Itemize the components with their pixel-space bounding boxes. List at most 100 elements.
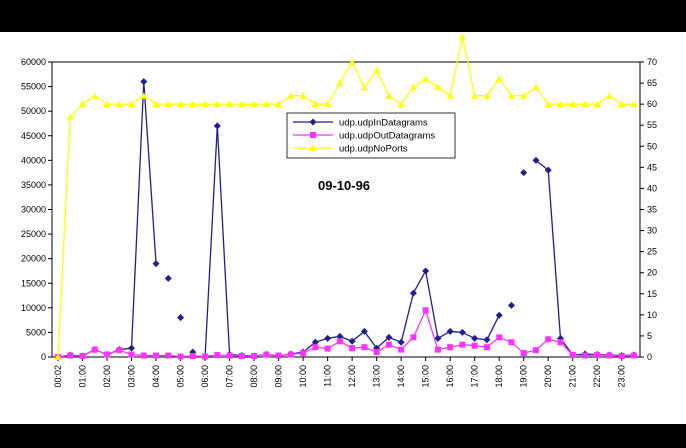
data-point — [141, 353, 147, 359]
legend-swatch-marker — [310, 132, 316, 138]
y-right-tick-label: 55 — [647, 120, 657, 130]
data-point — [337, 338, 343, 344]
legend-entry: udp.udpOutDatagrams — [339, 131, 435, 142]
data-point — [104, 352, 110, 358]
data-point — [349, 345, 355, 351]
data-point — [202, 354, 208, 360]
x-tick-label: 23:00 — [617, 365, 627, 388]
x-tick-label: 17:00 — [470, 365, 480, 388]
data-point — [631, 353, 637, 359]
data-point — [80, 353, 86, 359]
data-point — [410, 334, 416, 340]
y-right-tick-label: 25 — [647, 247, 657, 257]
x-tick-label: 08:00 — [249, 365, 259, 388]
y-right-tick-label: 65 — [647, 78, 657, 88]
x-tick-label: 03:00 — [127, 365, 137, 388]
x-tick-label: 21:00 — [568, 365, 578, 388]
data-point — [374, 349, 380, 355]
y-right-tick-label: 60 — [647, 99, 657, 109]
x-tick-label: 11:00 — [323, 365, 333, 387]
data-point — [153, 353, 159, 359]
data-point — [606, 353, 612, 359]
data-point — [239, 353, 245, 359]
plot-area — [52, 62, 640, 357]
y-right-tick-label: 10 — [647, 310, 657, 320]
data-point — [92, 347, 98, 353]
data-point — [496, 334, 502, 340]
data-point — [214, 352, 220, 358]
y-right-tick-label: 35 — [647, 205, 657, 215]
data-point — [594, 352, 600, 358]
y-left-tick-label: 0 — [41, 352, 46, 362]
y-left-tick-label: 30000 — [21, 205, 46, 215]
data-point — [165, 353, 171, 359]
x-tick-label: 19:00 — [519, 365, 529, 388]
data-point — [435, 347, 441, 353]
data-point — [288, 352, 294, 358]
data-point — [459, 342, 465, 348]
data-point — [251, 353, 257, 359]
data-point — [227, 353, 233, 359]
y-left-tick-label: 40000 — [21, 155, 46, 165]
y-left-tick-label: 25000 — [21, 229, 46, 239]
data-point — [361, 344, 367, 350]
data-point — [263, 352, 269, 358]
x-tick-label: 13:00 — [372, 365, 382, 388]
x-tick-label: 18:00 — [494, 365, 504, 388]
y-left-tick-label: 50000 — [21, 106, 46, 116]
x-tick-label: 14:00 — [396, 365, 406, 388]
chart-annotation: 09-10-96 — [318, 178, 370, 193]
x-tick-label: 12:00 — [347, 365, 357, 388]
y-left-tick-label: 10000 — [21, 303, 46, 313]
data-point — [190, 353, 196, 359]
data-point — [508, 339, 514, 345]
data-point — [423, 307, 429, 313]
y-left-tick-label: 5000 — [26, 327, 46, 337]
data-point — [386, 342, 392, 348]
y-right-tick-label: 5 — [647, 331, 652, 341]
legend: udp.udpInDatagrams udp.udpOutDatagrams udp… — [287, 113, 455, 158]
data-point — [325, 346, 331, 352]
y-right-tick-label: 40 — [647, 183, 657, 193]
x-tick-label: 16:00 — [445, 365, 455, 388]
y-left-tick-label: 15000 — [21, 278, 46, 288]
data-point — [447, 344, 453, 350]
y-right-tick-label: 50 — [647, 141, 657, 151]
x-tick-label: 22:00 — [592, 365, 602, 388]
x-tick-label: 20:00 — [543, 365, 553, 388]
data-point — [619, 353, 625, 359]
y-right-tick-label: 70 — [647, 57, 657, 67]
y-right-tick-label: 15 — [647, 289, 657, 299]
data-point — [129, 352, 135, 358]
legend-entry: udp.udpInDatagrams — [339, 118, 428, 129]
x-tick-label: 15:00 — [421, 365, 431, 388]
legend-entry: udp.udpNoPorts — [339, 144, 408, 155]
data-point — [582, 353, 588, 359]
x-tick-label: 06:00 — [200, 365, 210, 388]
data-point — [178, 354, 184, 360]
y-right-tick-label: 20 — [647, 268, 657, 278]
x-tick-label: 01:00 — [78, 365, 88, 388]
data-point — [557, 339, 563, 345]
data-point — [312, 344, 318, 350]
data-point — [521, 350, 527, 356]
data-point — [276, 353, 282, 359]
y-left-tick-label: 45000 — [21, 131, 46, 141]
y-right-tick-label: 45 — [647, 162, 657, 172]
y-left-tick-label: 55000 — [21, 82, 46, 92]
x-tick-label: 10:00 — [298, 365, 308, 388]
y-left-tick-label: 20000 — [21, 254, 46, 264]
data-point — [545, 336, 551, 342]
data-point — [67, 353, 73, 359]
data-point — [116, 347, 122, 353]
x-tick-label: 02:00 — [102, 365, 112, 388]
y-left-tick-label: 35000 — [21, 180, 46, 190]
data-point — [570, 352, 576, 358]
x-tick-label: 00:02 — [53, 365, 63, 388]
x-tick-label: 09:00 — [274, 365, 284, 388]
data-point — [472, 343, 478, 349]
x-tick-label: 05:00 — [176, 365, 186, 388]
x-tick-label: 04:00 — [151, 365, 161, 388]
